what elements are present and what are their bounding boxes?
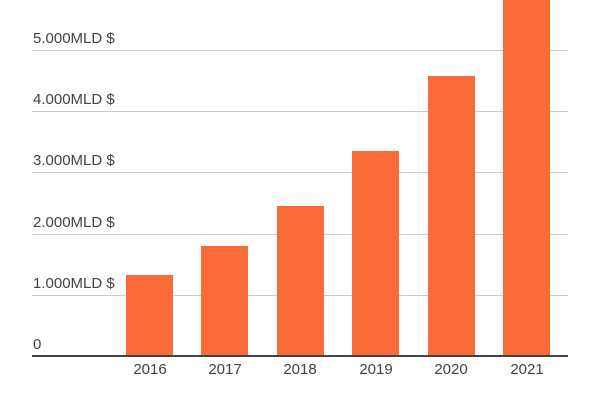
bar-2016[interactable] bbox=[126, 275, 173, 356]
y-axis-tick-label: 3.000MLD $ bbox=[33, 152, 115, 169]
x-axis-label-2019: 2019 bbox=[359, 361, 393, 378]
x-axis-label-2018: 2018 bbox=[283, 361, 317, 378]
bar-2021[interactable] bbox=[503, 0, 550, 356]
y-axis-tick-label: 0 bbox=[33, 336, 42, 353]
y-axis-tick-label: 1.000MLD $ bbox=[33, 275, 115, 292]
gridline bbox=[32, 172, 568, 173]
bar-2020[interactable] bbox=[428, 76, 475, 356]
y-axis-tick-label: 4.000MLD $ bbox=[33, 91, 115, 108]
y-axis-tick-label: 2.000MLD $ bbox=[33, 214, 115, 231]
bar-2018[interactable] bbox=[277, 206, 324, 356]
x-axis-label-2017: 2017 bbox=[208, 361, 242, 378]
gridline bbox=[32, 111, 568, 112]
x-axis-label-2016: 2016 bbox=[133, 361, 167, 378]
x-axis-label-2021: 2021 bbox=[510, 361, 544, 378]
y-axis-tick-label: 5.000MLD $ bbox=[33, 30, 115, 47]
bar-2019[interactable] bbox=[352, 151, 399, 356]
bar-2017[interactable] bbox=[201, 246, 248, 356]
gridline bbox=[32, 50, 568, 51]
x-axis-label-2020: 2020 bbox=[434, 361, 468, 378]
x-axis-line bbox=[32, 355, 568, 357]
